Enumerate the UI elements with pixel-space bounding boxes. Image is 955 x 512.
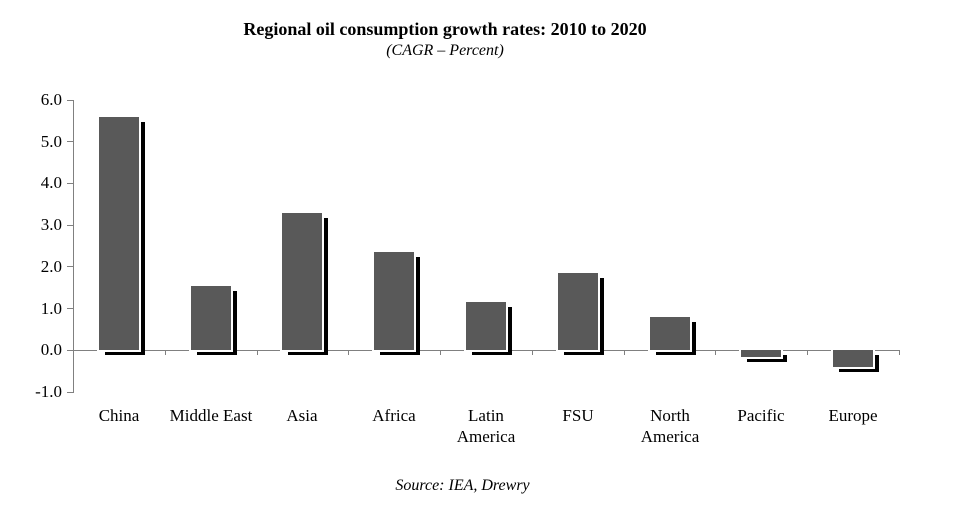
y-axis-tick — [67, 99, 73, 101]
chart-source: Source: IEA, Drewry — [395, 477, 530, 494]
x-category-label-pacific: Pacific — [737, 406, 785, 425]
bar-north-america — [648, 314, 692, 353]
bar-pacific — [739, 348, 783, 359]
y-tick-label: 1.0 — [40, 298, 62, 318]
bar-middle-east — [189, 283, 233, 353]
y-axis-tick — [67, 224, 73, 226]
x-category-label-fsu: FSU — [562, 406, 594, 425]
x-category-label-latin-america: Latin America — [456, 406, 516, 446]
x-axis-tick — [532, 350, 533, 356]
x-axis-tick — [165, 350, 166, 356]
y-tick-label: 4.0 — [40, 173, 62, 193]
y-tick-label: 5.0 — [40, 131, 62, 151]
x-axis-tick — [715, 350, 716, 356]
y-axis-tick — [67, 141, 73, 143]
x-category-label-china: China — [98, 406, 140, 425]
y-tick-label: 6.0 — [40, 90, 62, 109]
x-category-label-asia: Asia — [286, 406, 318, 425]
y-tick-label: 0.0 — [40, 340, 62, 360]
x-category-label-europe: Europe — [828, 406, 878, 425]
bar-africa — [372, 250, 416, 353]
y-tick-label: 3.0 — [40, 215, 62, 235]
y-tick-label: 2.0 — [40, 256, 62, 276]
plot-area — [67, 99, 900, 393]
x-category-label-north-america: North America — [640, 406, 700, 446]
y-tick-label: -1.0 — [35, 382, 62, 401]
x-axis-tick — [807, 350, 808, 356]
y-axis-tick — [67, 391, 73, 393]
x-axis-tick — [624, 350, 625, 356]
y-axis-line — [73, 100, 74, 393]
bar-fsu — [556, 271, 600, 353]
x-axis-tick — [348, 350, 349, 356]
bar-china — [97, 114, 141, 353]
y-axis-tick — [67, 349, 73, 351]
chart-subtitle: (CAGR – Percent) — [386, 42, 504, 59]
x-axis-zero-line — [73, 349, 899, 351]
x-axis-tick — [899, 350, 900, 356]
bar-latin-america — [464, 300, 508, 353]
y-axis-tick — [67, 266, 73, 268]
x-axis-tick — [440, 350, 441, 356]
bar-asia — [280, 210, 324, 353]
x-category-label-africa: Africa — [372, 406, 416, 425]
bar-europe — [831, 348, 875, 369]
y-axis-tick — [67, 308, 73, 310]
x-category-label-middle-east: Middle East — [169, 406, 253, 425]
y-axis-tick — [67, 182, 73, 184]
chart-title: Regional oil consumption growth rates: 2… — [243, 19, 647, 39]
x-axis-tick — [257, 350, 258, 356]
